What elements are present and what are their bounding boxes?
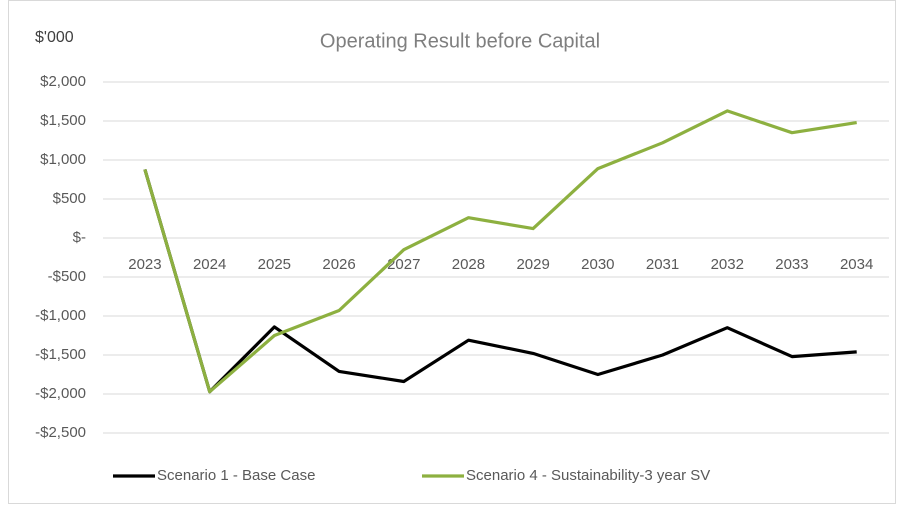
- x-tick-label: 2024: [193, 256, 226, 273]
- x-tick-label: 2030: [581, 256, 614, 273]
- y-tick-label: -$1,500: [35, 346, 86, 363]
- legend-label: Scenario 1 - Base Case: [157, 467, 315, 484]
- y-tick-label: $500: [53, 190, 86, 207]
- x-tick-label: 2031: [646, 256, 679, 273]
- line-series: [143, 168, 857, 394]
- legend-label: Scenario 4 - Sustainability-3 year SV: [466, 467, 710, 484]
- y-tick-label: $1,500: [40, 112, 86, 129]
- x-tick-label: 2032: [711, 256, 744, 273]
- y-tick-label: -$1,000: [35, 307, 86, 324]
- chart-title: Operating Result before Capital: [320, 30, 600, 52]
- x-tick-label: 2027: [387, 256, 420, 273]
- x-tick-label: 2029: [516, 256, 549, 273]
- y-tick-label: $-: [73, 229, 86, 246]
- line-series: [143, 109, 857, 394]
- y-axis-label: $'000: [35, 29, 74, 46]
- y-tick-label: $1,000: [40, 151, 86, 168]
- y-tick-label: -$2,500: [35, 424, 86, 441]
- x-tick-label: 2025: [258, 256, 291, 273]
- y-tick-label: $2,000: [40, 73, 86, 90]
- x-tick-label: 2034: [840, 256, 873, 273]
- x-tick-label: 2028: [452, 256, 485, 273]
- x-tick-label: 2033: [775, 256, 808, 273]
- x-tick-label: 2026: [322, 256, 355, 273]
- y-tick-label: -$500: [48, 268, 86, 285]
- x-tick-label: 2023: [128, 256, 161, 273]
- y-tick-label: -$2,000: [35, 385, 86, 402]
- chart-frame: [8, 0, 896, 504]
